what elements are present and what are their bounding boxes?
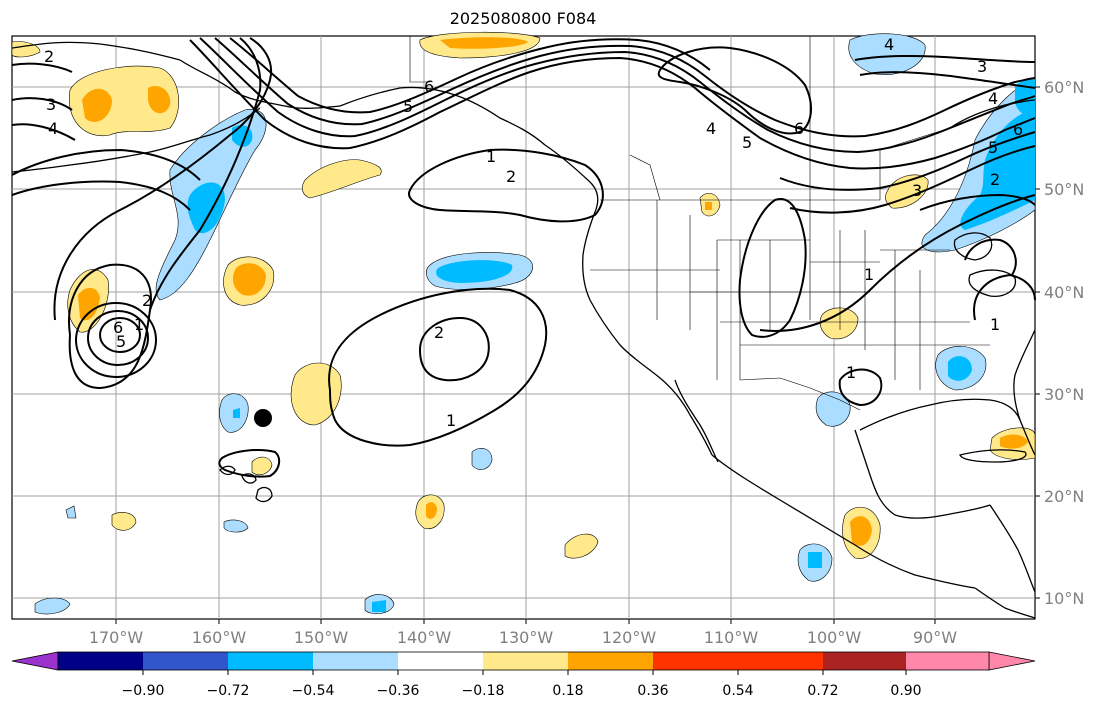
lon-tick-label: 120°W bbox=[602, 628, 657, 647]
lon-tick-label: 100°W bbox=[807, 628, 862, 647]
colorbar-segment bbox=[738, 652, 823, 670]
colorbar-tick-label: −0.90 bbox=[122, 683, 165, 699]
contour-label: 6 bbox=[424, 77, 434, 96]
contour-label: 3 bbox=[977, 57, 987, 76]
colorbar-tick-label: −0.54 bbox=[292, 683, 335, 699]
colorbar-tick-label: 0.36 bbox=[637, 683, 668, 699]
storm-center-marker bbox=[254, 409, 272, 427]
colorbar-segment bbox=[58, 652, 143, 670]
colorbar-tick-label: 0.54 bbox=[722, 683, 753, 699]
lat-tick-label: 60°N bbox=[1044, 78, 1084, 97]
map-title: 2025080800 F084 bbox=[449, 9, 597, 28]
coastlines bbox=[11, 41, 1036, 619]
contour-label: 1 bbox=[864, 265, 874, 284]
lon-tick-label: 140°W bbox=[397, 628, 452, 647]
contour-label: 1 bbox=[486, 147, 496, 166]
contour-label: 2 bbox=[142, 291, 152, 310]
contour-labels: 2 3 4 5 6 3 4 5 6 1 2 4 5 6 2 1 1 2 5 6 … bbox=[44, 35, 1023, 430]
contour-label: 1 bbox=[990, 315, 1000, 334]
colorbar-tick-label: 0.90 bbox=[890, 683, 921, 699]
colorbar-tick-label: −0.18 bbox=[462, 683, 505, 699]
contour-label: 5 bbox=[403, 97, 413, 116]
colorbar-tick-label: 0.18 bbox=[552, 683, 583, 699]
contour-label: 2 bbox=[990, 170, 1000, 189]
colorbar-tick-label: −0.72 bbox=[207, 683, 250, 699]
contour-label: 2 bbox=[506, 167, 516, 186]
lon-tick-label: 110°W bbox=[704, 628, 759, 647]
lat-tick-label: 20°N bbox=[1044, 487, 1084, 506]
colorbar-segment bbox=[143, 652, 228, 670]
colorbar-left-extend bbox=[11, 651, 59, 671]
latitude-labels: 60°N 50°N 40°N 30°N 20°N 10°N bbox=[1044, 78, 1084, 608]
contour-label: 1 bbox=[446, 411, 456, 430]
lon-tick-label: 150°W bbox=[294, 628, 349, 647]
contour-label: 5 bbox=[116, 332, 126, 351]
colorbar: −0.90 −0.72 −0.54 −0.36 −0.18 0.18 0.36 … bbox=[11, 651, 1036, 699]
colorbar-tick-label: 0.72 bbox=[807, 683, 838, 699]
colorbar-segment bbox=[906, 652, 989, 670]
contour-label: 4 bbox=[706, 119, 716, 138]
colorbar-segment bbox=[568, 652, 653, 670]
lat-tick-label: 40°N bbox=[1044, 283, 1084, 302]
contour-label: 6 bbox=[1013, 120, 1023, 139]
longitude-labels: 170°W 160°W 150°W 140°W 130°W 120°W 110°… bbox=[89, 628, 957, 647]
lon-tick-label: 160°W bbox=[192, 628, 247, 647]
lat-tick-label: 10°N bbox=[1044, 589, 1084, 608]
contour-label: 5 bbox=[742, 133, 752, 152]
contour-label: 4 bbox=[48, 119, 58, 138]
contour-label: 1 bbox=[134, 315, 144, 334]
colorbar-ticks bbox=[142, 670, 907, 675]
contour-label: 5 bbox=[988, 138, 998, 157]
colorbar-segment bbox=[823, 652, 906, 670]
contour-label: 6 bbox=[113, 318, 123, 337]
colorbar-tick-label: −0.36 bbox=[377, 683, 420, 699]
contour-label: 3 bbox=[912, 181, 922, 200]
contour-label: 1 bbox=[846, 363, 856, 382]
colorbar-segment bbox=[653, 652, 738, 670]
colorbar-right-extend bbox=[988, 651, 1036, 671]
lat-tick-label: 30°N bbox=[1044, 385, 1084, 404]
colorbar-segment bbox=[313, 652, 398, 670]
colorbar-frame bbox=[57, 651, 990, 671]
lon-tick-label: 90°W bbox=[913, 628, 957, 647]
contour-label: 4 bbox=[988, 89, 998, 108]
colorbar-segment bbox=[483, 652, 568, 670]
lon-tick-label: 170°W bbox=[89, 628, 144, 647]
contour-label: 2 bbox=[44, 47, 54, 66]
colorbar-segment bbox=[228, 652, 313, 670]
contour-label: 2 bbox=[434, 323, 444, 342]
contour-label: 4 bbox=[884, 35, 894, 54]
lat-tick-label: 50°N bbox=[1044, 180, 1084, 199]
contour-label: 6 bbox=[794, 119, 804, 138]
colorbar-segment bbox=[398, 652, 483, 670]
lon-tick-label: 130°W bbox=[499, 628, 554, 647]
contour-label: 3 bbox=[46, 95, 56, 114]
axis-ticks bbox=[115, 86, 1040, 624]
contour-lines bbox=[11, 37, 1036, 478]
